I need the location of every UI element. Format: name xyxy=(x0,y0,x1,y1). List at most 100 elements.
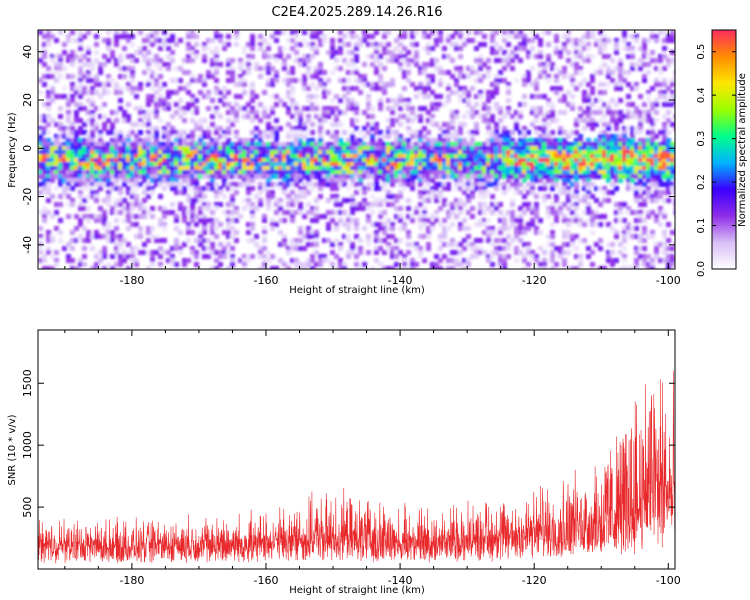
heatmap-cell xyxy=(310,102,315,107)
heatmap-cell xyxy=(90,194,95,199)
heatmap-cell xyxy=(50,118,55,123)
heatmap-cell xyxy=(494,170,499,175)
heatmap-cell xyxy=(66,254,71,259)
heatmap-cell xyxy=(526,222,531,227)
heatmap-cell xyxy=(298,190,303,195)
heatmap-cell xyxy=(338,182,343,187)
heatmap-cell xyxy=(78,154,83,159)
heatmap-cell xyxy=(350,158,355,163)
heatmap-cell xyxy=(438,142,443,147)
heatmap-cell xyxy=(170,182,175,187)
heatmap-cell xyxy=(62,94,67,99)
heatmap-cell xyxy=(426,46,431,51)
heatmap-cell xyxy=(222,162,227,167)
heatmap-cell xyxy=(162,206,167,211)
heatmap-cell xyxy=(62,174,67,179)
heatmap-cell xyxy=(654,174,659,179)
heatmap-cell xyxy=(578,54,583,59)
heatmap-cell xyxy=(78,90,83,95)
heatmap-cell xyxy=(522,134,527,139)
heatmap-cell xyxy=(482,106,487,111)
heatmap-cell xyxy=(434,38,439,43)
heatmap-cell xyxy=(158,86,163,91)
colorbar-tick-label: 0.3 xyxy=(696,131,707,147)
heatmap-cell xyxy=(414,206,419,211)
heatmap-cell xyxy=(286,198,291,203)
heatmap-cell xyxy=(290,98,295,103)
heatmap-cell xyxy=(478,170,483,175)
heatmap-cell xyxy=(166,62,171,67)
heatmap-cell xyxy=(146,238,151,243)
heatmap-cell xyxy=(526,142,531,147)
heatmap-cell xyxy=(130,214,135,219)
heatmap-cell xyxy=(562,158,567,163)
heatmap-cell xyxy=(238,182,243,187)
heatmap-cell xyxy=(86,138,91,143)
heatmap-cell xyxy=(254,146,259,151)
heatmap-cell xyxy=(522,162,527,167)
heatmap-cell xyxy=(162,222,167,227)
heatmap-cell xyxy=(162,150,167,155)
heatmap-cell xyxy=(562,182,567,187)
heatmap-cell xyxy=(594,174,599,179)
heatmap-cell xyxy=(234,154,239,159)
heatmap-cell xyxy=(466,158,471,163)
heatmap-cell xyxy=(202,42,207,47)
heatmap-cell xyxy=(366,158,371,163)
heatmap-cell xyxy=(310,162,315,167)
heatmap-cell xyxy=(426,94,431,99)
heatmap-cell xyxy=(598,166,603,171)
heatmap-cell xyxy=(422,94,427,99)
heatmap-cell xyxy=(394,166,399,171)
heatmap-cell xyxy=(526,162,531,167)
heatmap-cell xyxy=(662,134,667,139)
heatmap-cell xyxy=(378,138,383,143)
heatmap-cell xyxy=(42,50,47,55)
heatmap-cell xyxy=(70,58,75,63)
heatmap-cell xyxy=(462,202,467,207)
heatmap-cell xyxy=(558,166,563,171)
heatmap-cell xyxy=(382,42,387,47)
heatmap-cell xyxy=(374,246,379,251)
heatmap-cell xyxy=(586,138,591,143)
heatmap-cell xyxy=(466,146,471,151)
heatmap-cell xyxy=(294,50,299,55)
heatmap-cell xyxy=(626,54,631,59)
heatmap-cell xyxy=(354,54,359,59)
heatmap-cell xyxy=(86,238,91,243)
heatmap-cell xyxy=(270,134,275,139)
heatmap-cell xyxy=(326,150,331,155)
heatmap-cell xyxy=(302,190,307,195)
heatmap-cell xyxy=(590,102,595,107)
heatmap-cell xyxy=(114,198,119,203)
heatmap-cell xyxy=(522,126,527,131)
heatmap-cell xyxy=(650,258,655,263)
heatmap-cell xyxy=(642,46,647,51)
heatmap-cell xyxy=(470,174,475,179)
heatmap-cell xyxy=(70,198,75,203)
heatmap-cell xyxy=(130,250,135,255)
heatmap-cell xyxy=(670,166,675,171)
heatmap-cell xyxy=(334,130,339,135)
heatmap-cell xyxy=(210,38,215,43)
heatmap-cell xyxy=(110,174,115,179)
heatmap-cell xyxy=(346,30,351,35)
heatmap-cell xyxy=(394,170,399,175)
heatmap-cell xyxy=(646,170,651,175)
heatmap-cell xyxy=(406,98,411,103)
heatmap-cell xyxy=(86,50,91,55)
heatmap-cell xyxy=(186,102,191,107)
heatmap-cell xyxy=(482,250,487,255)
heatmap-cell xyxy=(478,62,483,67)
heatmap-cell xyxy=(58,30,63,35)
heatmap-cell xyxy=(494,162,499,167)
heatmap-cell xyxy=(286,182,291,187)
heatmap-cell xyxy=(202,54,207,59)
heatmap-cell xyxy=(446,142,451,147)
heatmap-cell xyxy=(226,138,231,143)
heatmap-cell xyxy=(134,134,139,139)
heatmap-cell xyxy=(266,46,271,51)
heatmap-cell xyxy=(506,86,511,91)
heatmap-cell xyxy=(302,134,307,139)
heatmap-cell xyxy=(150,34,155,39)
